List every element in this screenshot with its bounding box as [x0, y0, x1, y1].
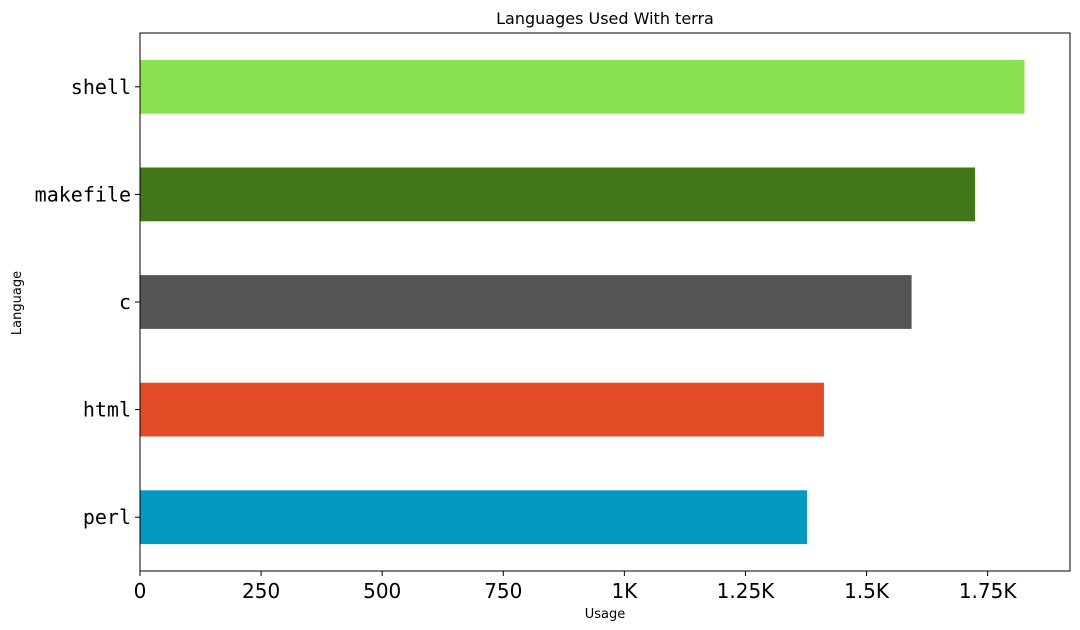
- x-tick-label: 0: [134, 579, 147, 603]
- y-tick-label-shell: shell: [71, 75, 131, 99]
- plot-frame: [139, 32, 1071, 572]
- x-tick-label: 1.5K: [844, 579, 890, 603]
- bar-makefile: [140, 167, 976, 222]
- x-axis-ticks: 0 250 500 750 1K 1.25K 1.5K 1.75K: [134, 571, 1018, 603]
- y-tick-label-makefile: makefile: [35, 182, 131, 206]
- y-tick-label-html: html: [83, 398, 131, 422]
- chart-title: Languages Used With terra: [496, 9, 714, 28]
- bars-group: [140, 59, 1025, 545]
- x-tick-label: 1.75K: [959, 579, 1018, 603]
- x-tick-label: 500: [363, 579, 401, 603]
- bar-perl: [140, 490, 807, 545]
- x-tick-label: 1.25K: [717, 579, 776, 603]
- y-tick-label-c: c: [119, 290, 131, 314]
- y-axis-ticks: perl html c makefile shell: [35, 75, 140, 529]
- x-tick-label: 750: [484, 579, 522, 603]
- x-tick-label: 250: [242, 579, 280, 603]
- bar-shell: [140, 59, 1025, 114]
- bar-c: [140, 275, 912, 329]
- bar-html: [140, 382, 824, 437]
- x-axis-label: Usage: [585, 607, 626, 622]
- y-tick-label-perl: perl: [83, 505, 131, 529]
- x-tick-label: 1K: [611, 579, 638, 603]
- y-axis-label: Language: [10, 271, 25, 335]
